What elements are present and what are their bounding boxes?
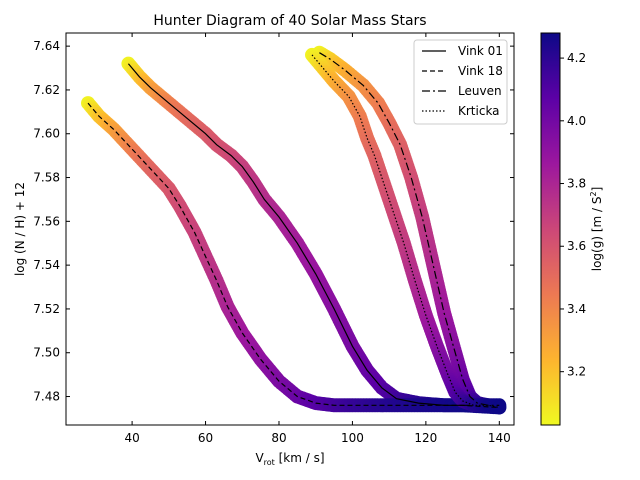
x-tick-label: 100 — [341, 431, 364, 445]
y-axis-label: log (N / H) + 12 — [13, 182, 27, 276]
colorbar-label: log(g) [m / S2] — [589, 187, 604, 272]
colorbar-tick-label: 4.0 — [567, 114, 586, 128]
legend-label: Leuven — [458, 84, 502, 98]
data-marker — [492, 400, 507, 415]
y-tick-label: 7.48 — [33, 390, 60, 404]
y-tick-label: 7.60 — [33, 127, 60, 141]
colorbar-tick-label: 3.8 — [567, 177, 586, 191]
series-line-vink-01 — [127, 63, 470, 406]
y-tick-label: 7.52 — [33, 302, 60, 316]
legend-box — [413, 39, 508, 125]
x-tick-label: 80 — [271, 431, 286, 445]
legend-label: Krticka — [458, 104, 500, 118]
series-line-leuven — [319, 52, 500, 406]
colorbar-tick-label: 4.2 — [567, 51, 586, 65]
legend-label: Vink 01 — [458, 44, 503, 58]
legend-label: Vink 18 — [458, 64, 503, 78]
colorbar-label-main: log(g) [m / S — [590, 197, 604, 272]
plot-frame — [65, 32, 515, 426]
series-line-vink-18 — [87, 102, 500, 409]
colorbar-tick-label: 3.4 — [567, 302, 586, 316]
x-tick-label: 40 — [124, 431, 139, 445]
x-axis-label: Vrot [km / s] — [255, 451, 324, 467]
y-axis-ticks: 7.48 7.50 7.52 7.54 7.56 7.58 7.60 7.62 7.64 — [33, 39, 514, 404]
series-lines — [87, 52, 500, 409]
x-axis-label-unit: [km / s] — [275, 451, 325, 465]
colorbar-label-end: ] — [590, 187, 604, 192]
x-axis-label-subscript: rot — [264, 458, 275, 467]
chart-title: Hunter Diagram of 40 Solar Mass Stars — [153, 13, 426, 29]
colorbar — [540, 32, 561, 426]
x-axis-label-main: V — [255, 451, 264, 465]
x-tick-label: 120 — [414, 431, 437, 445]
colorbar-ticks: 3.2 3.4 3.6 3.8 4.0 4.2 — [560, 51, 586, 379]
colorbar-label-superscript: 2 — [589, 191, 598, 196]
x-axis-ticks: 40 60 80 100 120 140 — [124, 33, 511, 445]
y-tick-label: 7.58 — [33, 171, 60, 185]
series-line-krticka — [311, 54, 500, 409]
y-tick-label: 7.54 — [33, 258, 60, 272]
colorbar-tick-label: 3.2 — [567, 365, 586, 379]
x-tick-label: 60 — [198, 431, 213, 445]
y-tick-label: 7.62 — [33, 83, 60, 97]
x-tick-label: 140 — [488, 431, 511, 445]
y-tick-label: 7.50 — [33, 346, 60, 360]
y-tick-label: 7.64 — [33, 39, 60, 53]
legend: Vink 01 Vink 18 Leuven Krticka — [413, 39, 508, 125]
y-tick-label: 7.56 — [33, 214, 60, 228]
colorbar-tick-label: 3.6 — [567, 239, 586, 253]
